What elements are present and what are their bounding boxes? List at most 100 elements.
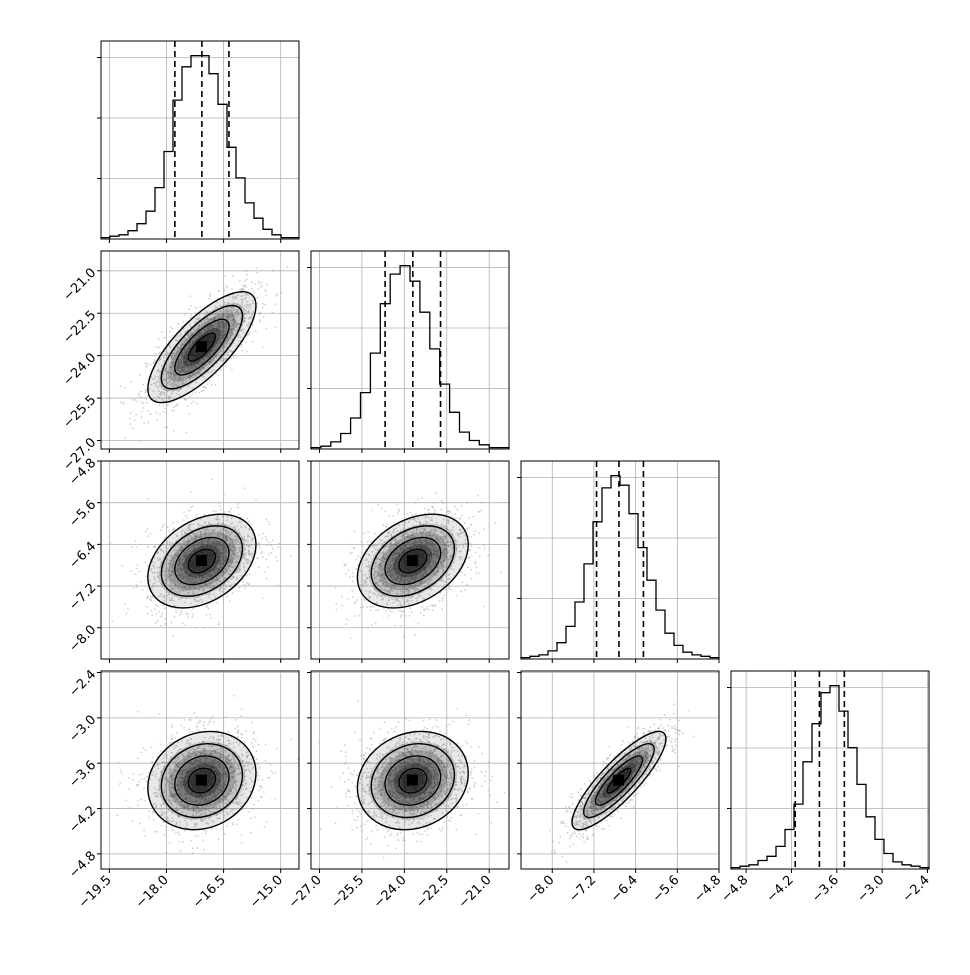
scatter-point [246, 278, 248, 280]
scatter-point [261, 282, 263, 284]
scatter-point [132, 399, 134, 401]
scatter-point [196, 403, 198, 405]
scatter-point [432, 507, 434, 509]
scatter-point [242, 581, 244, 583]
scatter-point [192, 608, 194, 610]
scatter-point [356, 599, 358, 601]
scatter-point [150, 599, 152, 601]
scatter-point [272, 270, 274, 272]
scatter-point [355, 559, 357, 561]
scatter-point [464, 522, 466, 524]
scatter-point [468, 517, 470, 519]
scatter-point [195, 312, 197, 314]
scatter-point [171, 409, 173, 411]
scatter-point [461, 515, 463, 517]
scatter-point [252, 324, 254, 326]
scatter-point [158, 347, 160, 349]
scatter-point [388, 615, 390, 617]
histogram-2 [521, 476, 719, 659]
scatter-point [470, 569, 472, 571]
scatter-point [193, 401, 195, 403]
scatter-point [278, 543, 280, 545]
scatter-point [364, 533, 366, 535]
panel-content [335, 493, 533, 640]
scatter-point [275, 772, 277, 774]
scatter-point [445, 589, 447, 591]
scatter-point [391, 611, 393, 613]
scatter-point [358, 555, 360, 557]
scatter-point [182, 321, 184, 323]
panel-content [99, 266, 288, 442]
scatter-point [141, 402, 143, 404]
scatter-point [259, 319, 261, 321]
scatter-point [471, 578, 473, 580]
scatter-point [141, 416, 143, 418]
scatter-point [367, 541, 369, 543]
scatter-point [199, 306, 201, 308]
scatter-point [259, 547, 261, 549]
scatter-point [428, 609, 430, 611]
scatter-point [245, 342, 247, 344]
scatter-point [261, 285, 263, 287]
scatter-point [136, 584, 138, 586]
scatter-point [460, 591, 462, 593]
scatter-point [410, 512, 412, 514]
scatter-point [468, 527, 470, 529]
y-tick-label: −6.4 [66, 539, 99, 572]
scatter-point [349, 576, 351, 578]
scatter-point [353, 547, 355, 549]
scatter-point [137, 564, 139, 566]
scatter-point [375, 623, 377, 625]
scatter-point [253, 292, 255, 294]
scatter-point [260, 552, 262, 554]
scatter-point [475, 573, 477, 575]
scatter-point [266, 284, 268, 286]
scatter-point [277, 546, 279, 548]
scatter-point [441, 608, 443, 610]
scatter-point [262, 598, 264, 600]
scatter-point [262, 303, 264, 305]
scatter-point [175, 405, 177, 407]
scatter-point [264, 572, 266, 574]
density-peak [196, 341, 207, 352]
scatter-point [140, 397, 142, 399]
scatter-point [155, 622, 157, 624]
scatter-point [335, 587, 337, 589]
scatter-point [237, 503, 239, 505]
scatter-point [187, 617, 189, 619]
scatter-point [363, 545, 365, 547]
scatter-point [360, 607, 362, 609]
scatter-point [232, 355, 234, 357]
scatter-point [145, 396, 147, 398]
scatter-point [143, 402, 145, 404]
scatter-point [448, 587, 450, 589]
scatter-point [241, 346, 243, 348]
scatter-point [213, 510, 215, 512]
scatter-point [164, 337, 166, 339]
scatter-point [122, 565, 124, 567]
scatter-point [473, 534, 475, 536]
scatter-point [175, 611, 177, 613]
scatter-point [400, 616, 402, 618]
scatter-point [262, 556, 264, 558]
scatter-point [219, 505, 221, 507]
scatter-point [355, 568, 357, 570]
scatter-point [343, 564, 345, 566]
scatter-point [129, 418, 131, 420]
scatter-point [385, 525, 387, 527]
scatter-point [145, 531, 147, 533]
scatter-point [412, 514, 414, 516]
scatter-point [196, 627, 198, 629]
scatter-point [405, 615, 407, 617]
panel-1-1 [307, 251, 509, 453]
scatter-point [141, 773, 143, 775]
scatter-point [163, 607, 165, 609]
scatter-point [164, 408, 166, 410]
scatter-point [187, 510, 189, 512]
scatter-point [266, 295, 268, 297]
scatter-point [187, 405, 189, 407]
scatter-point [258, 534, 260, 536]
scatter-point [385, 611, 387, 613]
scatter-point [466, 527, 468, 529]
scatter-point [531, 545, 533, 547]
